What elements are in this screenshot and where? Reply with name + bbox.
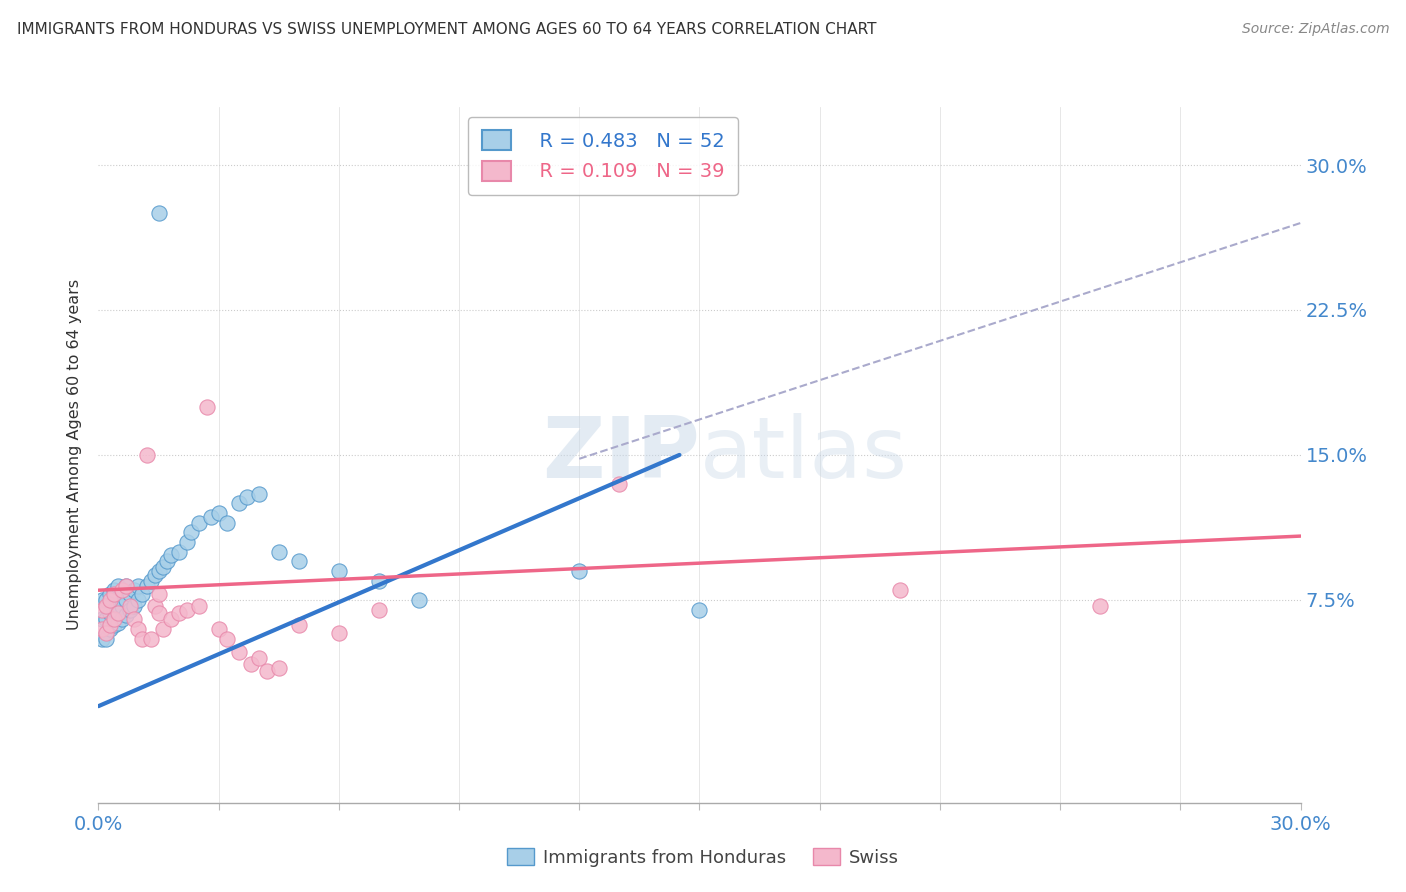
Point: [239, 657, 262, 671]
Point: [167, 607, 190, 621]
Point: [176, 602, 198, 616]
Point: [215, 632, 238, 646]
Point: [152, 622, 174, 636]
Point: [148, 564, 170, 578]
Point: [143, 599, 166, 613]
Point: [139, 632, 162, 646]
Point: [408, 592, 430, 607]
Point: [143, 567, 166, 582]
Point: [368, 602, 391, 616]
Point: [91, 612, 114, 626]
Point: [152, 560, 174, 574]
Point: [96, 612, 118, 626]
Point: [96, 599, 118, 613]
Point: [120, 602, 142, 616]
Point: [288, 554, 311, 568]
Point: [256, 665, 278, 679]
Point: [568, 564, 591, 578]
Point: [267, 544, 290, 558]
Point: [247, 651, 270, 665]
Point: [124, 583, 146, 598]
Point: [120, 599, 142, 613]
Point: [103, 587, 125, 601]
Point: [180, 525, 202, 540]
Point: [128, 622, 150, 636]
Legend: Immigrants from Honduras, Swiss: Immigrants from Honduras, Swiss: [499, 841, 907, 874]
Point: [103, 612, 125, 626]
Point: [124, 612, 146, 626]
Point: [159, 549, 181, 563]
Point: [200, 509, 222, 524]
Point: [215, 516, 238, 530]
Point: [187, 599, 209, 613]
Point: [100, 622, 122, 636]
Point: [115, 579, 138, 593]
Point: [155, 554, 177, 568]
Point: [148, 607, 170, 621]
Point: [247, 486, 270, 500]
Point: [187, 516, 209, 530]
Point: [208, 506, 231, 520]
Point: [103, 602, 125, 616]
Point: [328, 625, 350, 640]
Point: [111, 599, 134, 613]
Point: [159, 612, 181, 626]
Point: [100, 587, 122, 601]
Point: [148, 587, 170, 601]
Point: [115, 592, 138, 607]
Text: atlas: atlas: [700, 413, 907, 497]
Point: [228, 645, 250, 659]
Point: [107, 579, 129, 593]
Text: ZIP: ZIP: [541, 413, 700, 497]
Point: [120, 587, 142, 601]
Point: [167, 544, 190, 558]
Point: [131, 632, 153, 646]
Legend:   R = 0.483   N = 52,   R = 0.109   N = 39: R = 0.483 N = 52, R = 0.109 N = 39: [468, 117, 738, 194]
Point: [135, 579, 157, 593]
Text: IMMIGRANTS FROM HONDURAS VS SWISS UNEMPLOYMENT AMONG AGES 60 TO 64 YEARS CORRELA: IMMIGRANTS FROM HONDURAS VS SWISS UNEMPL…: [17, 22, 876, 37]
Point: [176, 534, 198, 549]
Point: [128, 579, 150, 593]
Text: Source: ZipAtlas.com: Source: ZipAtlas.com: [1241, 22, 1389, 37]
Point: [91, 592, 114, 607]
Point: [267, 660, 290, 674]
Point: [103, 583, 125, 598]
Point: [288, 618, 311, 632]
Point: [91, 602, 114, 616]
Point: [328, 564, 350, 578]
Point: [208, 622, 231, 636]
Point: [115, 579, 138, 593]
Point: [100, 592, 122, 607]
Point: [100, 618, 122, 632]
Point: [131, 587, 153, 601]
Point: [111, 583, 134, 598]
Point: [889, 583, 911, 598]
Point: [107, 615, 129, 630]
Point: [96, 632, 118, 646]
Point: [107, 607, 129, 621]
Point: [115, 608, 138, 623]
Point: [135, 448, 157, 462]
Point: [111, 612, 134, 626]
Y-axis label: Unemployment Among Ages 60 to 64 years: Unemployment Among Ages 60 to 64 years: [67, 279, 83, 631]
Point: [91, 632, 114, 646]
Point: [195, 400, 218, 414]
Point: [100, 607, 122, 621]
Point: [228, 496, 250, 510]
Point: [1088, 599, 1111, 613]
Point: [96, 592, 118, 607]
Point: [91, 622, 114, 636]
Point: [689, 602, 711, 616]
Point: [148, 206, 170, 220]
Point: [124, 599, 146, 613]
Point: [96, 625, 118, 640]
Point: [609, 476, 631, 491]
Point: [368, 574, 391, 588]
Point: [235, 491, 257, 505]
Point: [103, 618, 125, 632]
Point: [107, 599, 129, 613]
Point: [139, 574, 162, 588]
Point: [128, 592, 150, 607]
